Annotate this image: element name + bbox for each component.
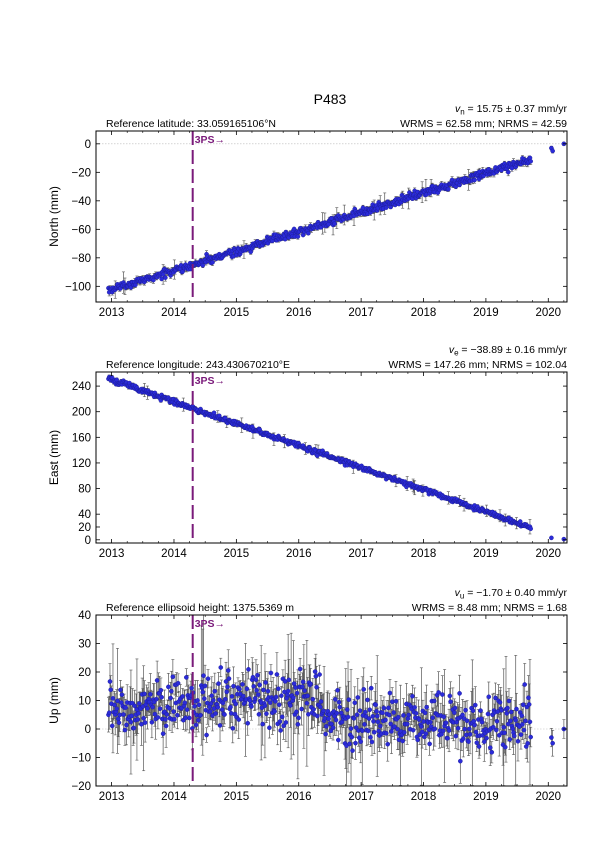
- stats-label: WRMS = 8.48 mm; NRMS = 1.68: [412, 602, 567, 614]
- event-label: 3PS→: [195, 375, 225, 387]
- reference-label: Reference ellipsoid height: 1375.5369 m: [106, 602, 294, 614]
- data-point: [295, 234, 301, 239]
- rate-value: = −38.89 ± 0.16 mm/yr: [459, 344, 568, 356]
- data-point: [499, 167, 504, 173]
- x-tick-label: 2020: [535, 307, 561, 319]
- x-tick-label: 2013: [99, 307, 125, 319]
- x-tick-label: 2019: [473, 548, 499, 560]
- y-tick-label: 240: [72, 381, 91, 393]
- data-layer: [106, 374, 567, 542]
- data-point: [210, 260, 215, 265]
- y-axis-label: North (mm): [47, 186, 61, 247]
- data-point: [528, 159, 533, 164]
- x-tick-label: 2017: [348, 307, 374, 319]
- x-tick-label: 2020: [535, 548, 561, 560]
- rate-subscript: u: [460, 592, 464, 601]
- y-tick-label: −60: [71, 224, 91, 236]
- data-point: [549, 535, 554, 541]
- data-layer: [106, 615, 567, 786]
- data-point: [561, 536, 567, 542]
- data-point: [163, 275, 168, 280]
- data-point: [332, 221, 337, 227]
- rate-value: = 15.75 ± 0.37 mm/yr: [465, 103, 568, 115]
- rate-label: vu = −1.70 ± 0.40 mm/yr: [455, 587, 568, 601]
- x-tick-label: 2016: [286, 548, 312, 560]
- x-tick-label: 2013: [99, 548, 125, 560]
- y-tick-label: −80: [71, 253, 91, 265]
- panels: Reference latitude: 33.059165106°N WRMS =…: [47, 103, 568, 803]
- x-tick-label: 2018: [411, 307, 437, 319]
- event-label: 3PS→: [195, 134, 225, 146]
- rate-subscript: n: [460, 108, 464, 117]
- x-tick-label: 2015: [224, 548, 250, 560]
- panel-north: Reference latitude: 33.059165106°N WRMS =…: [47, 103, 568, 319]
- y-tick-label: 200: [72, 407, 91, 419]
- data-point: [505, 169, 511, 175]
- data-point: [550, 148, 555, 154]
- rate-label: ve = −38.89 ± 0.16 mm/yr: [449, 344, 568, 358]
- data-point: [472, 177, 477, 183]
- x-tick-label: 2014: [161, 548, 187, 560]
- axes-frame: [95, 371, 568, 544]
- panel-east: Reference longitude: 243.430670210°E WRMS…: [47, 344, 568, 560]
- reference-label: Reference latitude: 33.059165106°N: [106, 118, 276, 130]
- y-tick-label: −20: [71, 167, 91, 179]
- y-tick-label: −100: [65, 281, 91, 293]
- data-point: [446, 186, 451, 192]
- y-tick-label: 20: [78, 522, 91, 534]
- x-tick-label: 2017: [348, 548, 374, 560]
- x-tick-label: 2019: [473, 307, 499, 319]
- y-tick-label: −40: [71, 196, 91, 208]
- rate-symbol: v: [455, 103, 461, 115]
- y-tick-label: 0: [85, 535, 91, 547]
- y-tick-label: 80: [78, 484, 91, 496]
- y-tick-label: 160: [72, 432, 91, 444]
- data-point: [200, 263, 206, 268]
- data-layer: [106, 141, 567, 299]
- stats-label: WRMS = 62.58 mm; NRMS = 42.59: [400, 118, 567, 130]
- data-point: [326, 221, 331, 227]
- data-point: [383, 205, 389, 210]
- x-tick-label: 2016: [286, 307, 312, 319]
- x-tick-label: 2014: [161, 307, 187, 319]
- data-point: [282, 236, 288, 242]
- x-tick-label: 2018: [411, 548, 437, 560]
- y-tick-label: 0: [85, 139, 91, 151]
- panel-up: Reference ellipsoid height: 1375.5369 m W…: [47, 587, 568, 803]
- page-title: P483: [314, 91, 347, 107]
- rate-value: = −1.70 ± 0.40 mm/yr: [464, 587, 567, 599]
- data-point: [160, 272, 166, 277]
- rate-subscript: e: [454, 349, 459, 358]
- data-point: [360, 205, 366, 211]
- data-point: [306, 230, 311, 236]
- data-point: [133, 282, 138, 288]
- rate-label: vn = 15.75 ± 0.37 mm/yr: [455, 103, 568, 117]
- reference-label: Reference longitude: 243.430670210°E: [106, 359, 290, 371]
- rate-symbol: v: [455, 587, 461, 599]
- y-tick-label: 120: [72, 458, 91, 470]
- y-axis-label: East (mm): [47, 430, 61, 485]
- y-tick-label: 40: [78, 509, 91, 521]
- stats-label: WRMS = 147.26 mm; NRMS = 102.04: [388, 359, 567, 371]
- rate-symbol: v: [449, 344, 455, 356]
- x-tick-label: 2015: [224, 307, 250, 319]
- data-point: [528, 526, 533, 532]
- axes-frame: [95, 130, 568, 303]
